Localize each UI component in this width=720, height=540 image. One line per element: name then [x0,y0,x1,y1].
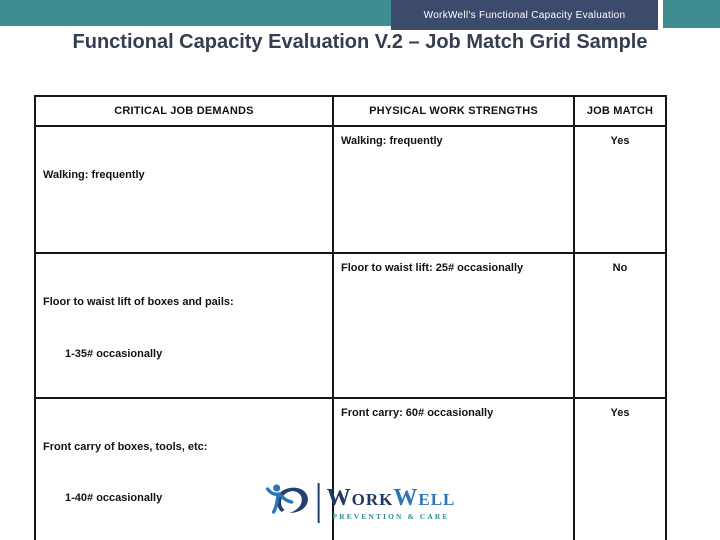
column-header-job-match: JOB MATCH [573,95,667,127]
logo-wordmark-work: Work [326,484,394,511]
demand-text: Front carry of boxes, tools, etc: [43,440,208,453]
workwell-logo: WorkWell PREVENTION & CARE [265,476,456,530]
demand-text-line2: 1-35# occasionally [65,347,163,360]
page-title: Functional Capacity Evaluation V.2 – Job… [72,31,648,53]
logo-wordmark: WorkWell [327,486,456,510]
column-header-critical-job-demands: CRITICAL JOB DEMANDS [34,95,334,127]
strength-cell: Walking: frequently [332,124,575,255]
strength-cell: Front carry: 60# occasionally [332,396,575,540]
table-header-row: CRITICAL JOB DEMANDS PHYSICAL WORK STREN… [34,95,667,127]
logo-divider [317,483,320,523]
match-cell: Yes [573,124,667,255]
logo-tagline: PREVENTION & CARE [332,511,450,521]
demand-cell: Floor to waist lift of boxes and pails: … [34,252,334,399]
demand-text-line2: 1-40# occasionally [65,491,163,504]
logo-text: WorkWell PREVENTION & CARE [327,486,456,521]
match-cell: No [573,252,667,399]
header-banner: WorkWell's Functional Capacity Evaluatio… [391,0,658,30]
match-cell: Yes [573,396,667,540]
column-header-physical-work-strengths: PHYSICAL WORK STRENGTHS [332,95,575,127]
demand-text: Walking: frequently [43,169,145,182]
top-bar-teal-left [0,0,391,26]
logo-wordmark-well: Well [393,484,456,511]
job-match-grid-table: CRITICAL JOB DEMANDS PHYSICAL WORK STREN… [34,95,667,540]
demand-cell: Front carry of boxes, tools, etc: 1-40# … [34,396,334,540]
demand-cell: Walking: frequently [34,124,334,255]
workwell-figure-icon [265,479,311,527]
table-row: Walking: frequently Walking: frequently … [34,124,667,255]
header-banner-label: WorkWell's Functional Capacity Evaluatio… [423,9,626,21]
table-row: Front carry of boxes, tools, etc: 1-40# … [34,396,667,540]
strength-cell: Floor to waist lift: 25# occasionally [332,252,575,399]
top-bar-teal-right [663,0,720,28]
demand-text: Floor to waist lift of boxes and pails: [43,296,234,309]
table-row: Floor to waist lift of boxes and pails: … [34,252,667,399]
